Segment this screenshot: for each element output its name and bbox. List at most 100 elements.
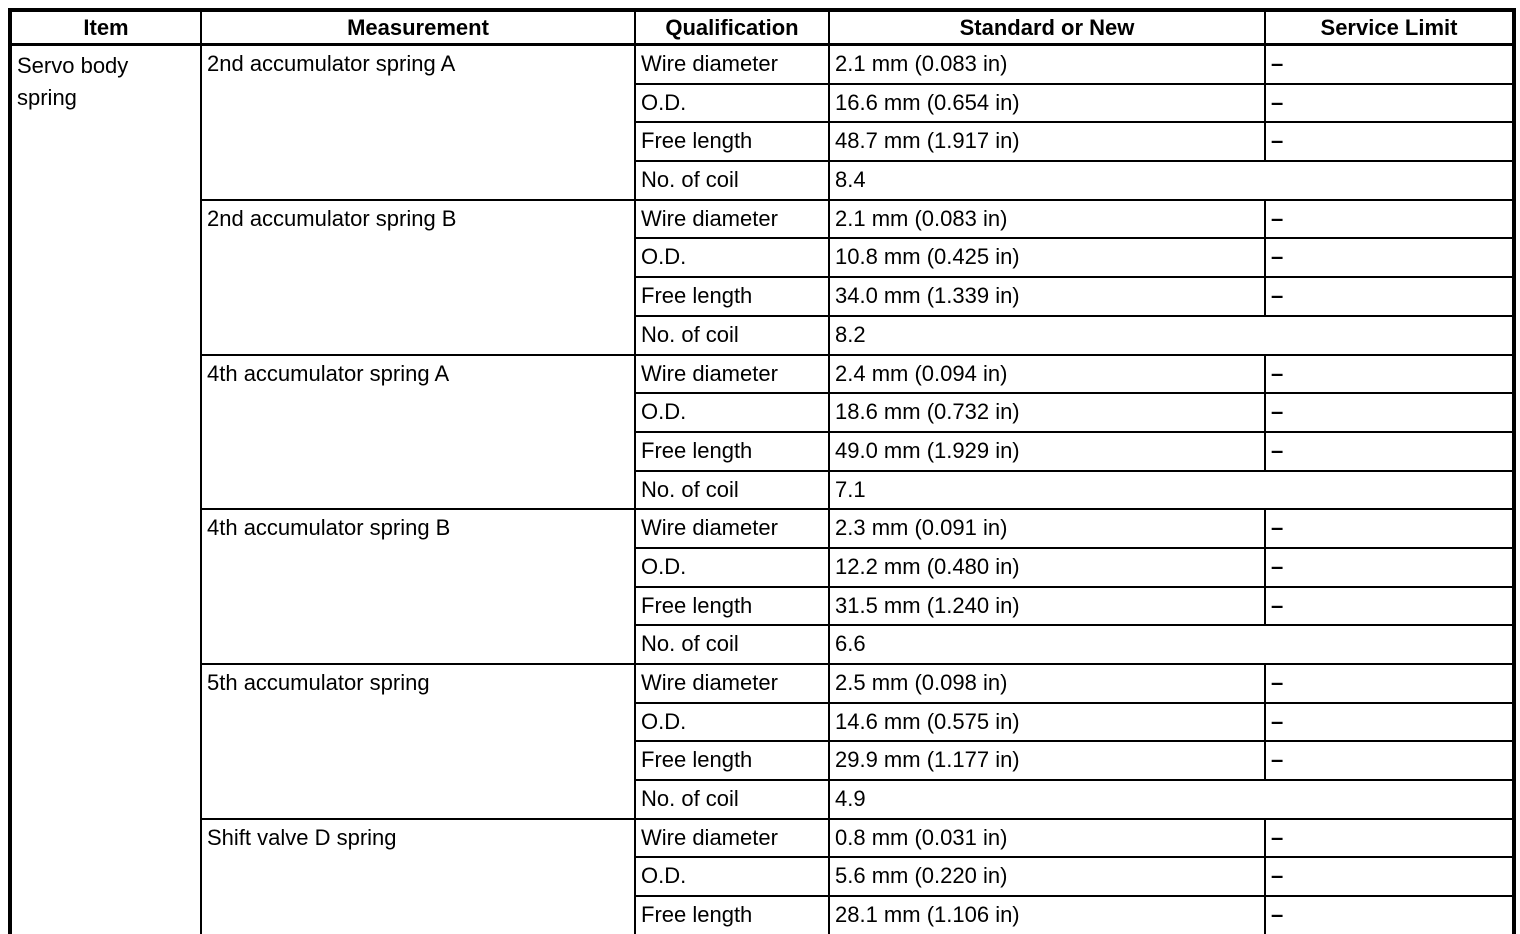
dash-placeholder: – <box>1271 515 1284 541</box>
table-row: No. of coil 6.6 <box>10 624 1515 665</box>
item-cell: Servo body spring <box>9 43 202 934</box>
coil-value-cell: 8.4 <box>828 160 1515 201</box>
qualification-cell: Wire diameter <box>634 817 830 859</box>
qualification-cell: Wire diameter <box>634 198 830 240</box>
standard-cell: 34.0 mm (1.339 in) <box>828 276 1266 317</box>
col-header-item: Item <box>9 9 202 46</box>
service-limit-cell: – <box>1264 430 1515 472</box>
coil-value-cell: 7.1 <box>828 469 1515 511</box>
qualification-cell: Wire diameter <box>634 663 830 704</box>
measurement-cell: 5th accumulator spring <box>200 663 636 820</box>
service-limit-cell: – <box>1264 508 1515 549</box>
table-row: O.D. 14.6 mm (0.575 in) – <box>10 701 1515 743</box>
dash-placeholder: – <box>1271 244 1284 270</box>
table-row: 2nd accumulator spring B Wire diameter 2… <box>10 198 1515 356</box>
standard-cell: 2.1 mm (0.083 in) <box>828 198 1266 240</box>
dash-placeholder: – <box>1271 399 1284 425</box>
dash-placeholder: – <box>1271 360 1284 386</box>
service-limit-cell: – <box>1264 701 1515 743</box>
table-row: No. of coil 7.1 <box>10 469 1515 511</box>
qualification-cell: O.D. <box>634 546 830 588</box>
dash-placeholder: – <box>1271 437 1284 463</box>
dash-placeholder: – <box>1271 51 1284 76</box>
qualification-cell: O.D. <box>634 701 830 743</box>
coil-value-cell: 8.2 <box>828 314 1515 356</box>
standard-cell: 18.6 mm (0.732 in) <box>828 392 1266 433</box>
dash-placeholder: – <box>1271 89 1284 115</box>
service-limit-cell: – <box>1264 82 1515 124</box>
qualification-cell: No. of coil <box>634 624 830 665</box>
qualification-cell: No. of coil <box>634 160 830 201</box>
service-limit-cell: – <box>1264 43 1515 85</box>
item-label: Servo body spring <box>17 53 129 110</box>
service-limit-cell: – <box>1264 198 1515 240</box>
qualification-cell: O.D. <box>634 237 830 279</box>
dash-placeholder: – <box>1271 592 1284 618</box>
coil-value-cell: 4.9 <box>828 779 1515 820</box>
dash-placeholder: – <box>1271 863 1284 889</box>
service-limit-cell: – <box>1264 237 1515 279</box>
service-limit-cell: – <box>1264 546 1515 588</box>
col-header-standard-or-new: Standard or New <box>828 9 1266 46</box>
standard-cell: 2.1 mm (0.083 in) <box>828 43 1266 85</box>
service-limit-cell: – <box>1264 740 1515 782</box>
standard-cell: 5.6 mm (0.220 in) <box>828 856 1266 898</box>
service-limit-cell: – <box>1264 121 1515 163</box>
service-limit-cell: – <box>1264 663 1515 704</box>
table-row: O.D. 12.2 mm (0.480 in) – <box>10 546 1515 588</box>
service-limit-cell: – <box>1264 856 1515 898</box>
measurement-cell: 4th accumulator spring A <box>200 353 636 511</box>
table-row: O.D. 18.6 mm (0.732 in) – <box>10 392 1515 433</box>
dash-placeholder: – <box>1271 205 1284 231</box>
table-row: 5th accumulator spring Wire diameter 2.5… <box>10 663 1515 820</box>
qualification-cell: Wire diameter <box>634 43 830 85</box>
standard-cell: 2.5 mm (0.098 in) <box>828 663 1266 704</box>
table-row: Servo body spring 2nd accumulator spring… <box>9 43 1515 934</box>
service-limit-cell: – <box>1264 353 1515 395</box>
header-row: Item Measurement Qualification Standard … <box>9 9 1515 46</box>
standard-cell: 2.3 mm (0.091 in) <box>828 508 1266 549</box>
standard-cell: 14.6 mm (0.575 in) <box>828 701 1266 743</box>
table-row: O.D. 10.8 mm (0.425 in) – <box>10 237 1515 279</box>
qualification-cell: Wire diameter <box>634 508 830 549</box>
qualification-cell: No. of coil <box>634 779 830 820</box>
table-row: 4th accumulator spring A Wire diameter 2… <box>10 353 1515 511</box>
col-header-qualification: Qualification <box>634 9 830 46</box>
service-limit-cell: – <box>1264 895 1515 934</box>
standard-cell: 10.8 mm (0.425 in) <box>828 237 1266 279</box>
qualification-cell: No. of coil <box>634 469 830 511</box>
table-row: Free length 48.7 mm (1.917 in) – <box>10 121 1515 163</box>
qualification-cell: Free length <box>634 585 830 627</box>
standard-cell: 48.7 mm (1.917 in) <box>828 121 1266 163</box>
qualification-cell: No. of coil <box>634 314 830 356</box>
measurement-cell: 2nd accumulator spring B <box>200 198 636 356</box>
dash-placeholder: – <box>1271 553 1284 579</box>
dash-placeholder: – <box>1271 902 1284 928</box>
qualification-cell: Free length <box>634 740 830 782</box>
table-row: O.D. 16.6 mm (0.654 in) – <box>10 82 1515 124</box>
table-row: Free length 29.9 mm (1.177 in) – <box>10 740 1515 782</box>
dash-placeholder: – <box>1271 747 1284 773</box>
table-row: Free length 34.0 mm (1.339 in) – <box>10 276 1515 317</box>
qualification-cell: Free length <box>634 121 830 163</box>
standard-cell: 28.1 mm (1.106 in) <box>828 895 1266 934</box>
col-header-service-limit: Service Limit <box>1264 9 1515 46</box>
qualification-cell: O.D. <box>634 392 830 433</box>
standard-cell: 49.0 mm (1.929 in) <box>828 430 1266 472</box>
service-limit-cell: – <box>1264 276 1515 317</box>
measurement-cell: 4th accumulator spring B <box>200 508 636 665</box>
qualification-cell: Wire diameter <box>634 353 830 395</box>
measurement-cell: Shift valve D spring <box>200 817 636 934</box>
table-row: Free length 49.0 mm (1.929 in) – <box>10 430 1515 472</box>
dash-placeholder: – <box>1271 708 1284 734</box>
standard-cell: 31.5 mm (1.240 in) <box>828 585 1266 627</box>
table-row: O.D. 5.6 mm (0.220 in) – <box>10 856 1515 898</box>
table-row: 4th accumulator spring B Wire diameter 2… <box>10 508 1515 665</box>
qualification-cell: O.D. <box>634 856 830 898</box>
table-row: No. of coil 8.2 <box>10 314 1515 356</box>
measurement-cell: 2nd accumulator spring A <box>200 43 636 201</box>
table-row: Free length 31.5 mm (1.240 in) – <box>10 585 1515 627</box>
table-row: No. of coil 4.9 <box>10 779 1515 820</box>
dash-placeholder: – <box>1271 824 1284 850</box>
